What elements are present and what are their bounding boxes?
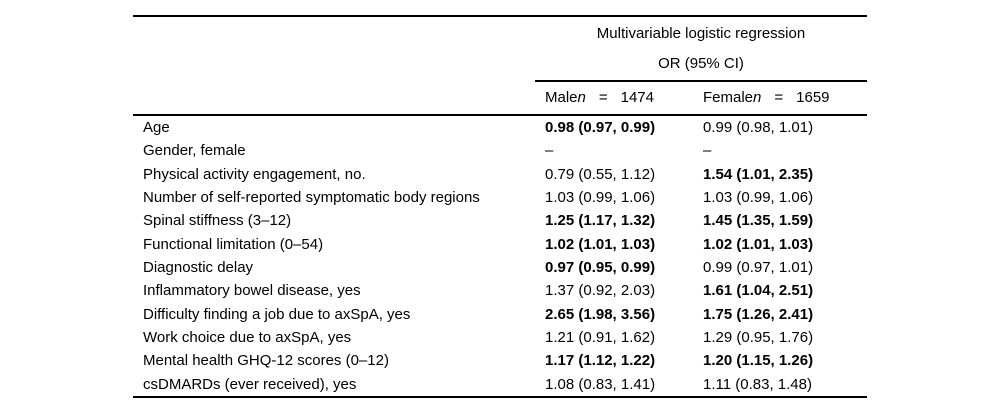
female-or-value: 1.11 (0.83, 1.48): [703, 375, 812, 393]
row-variable-label: Work choice due to axSpA, yes: [143, 328, 352, 346]
female-or-value: 0.99 (0.97, 1.01): [703, 258, 814, 276]
row-variable-label: Gender, female: [143, 142, 246, 160]
column-spanner: Multivariable logistic regression OR (95…: [535, 17, 867, 82]
male-or-value: 1.08 (0.83, 1.41): [545, 375, 656, 393]
male-or-value: 1.17 (1.12, 1.22): [545, 352, 656, 370]
row-variable-label: Difficulty finding a job due to axSpA, y…: [143, 305, 411, 323]
spanner-subtitle: OR (95% CI): [658, 54, 744, 72]
female-or-value: 1.29 (0.95, 1.76): [703, 328, 814, 346]
table-row: Physical activity engagement, no. 0.79 (…: [133, 163, 867, 186]
female-sample-size: 1659: [796, 89, 830, 106]
row-variable-label: Number of self-reported symptomatic body…: [143, 188, 480, 206]
male-or-value: 0.98 (0.97, 0.99): [545, 119, 656, 136]
table-row: Difficulty finding a job due to axSpA, y…: [133, 303, 867, 326]
table-row: Gender, female – –: [133, 139, 867, 162]
table-row: Mental health GHQ-12 scores (0–12) 1.17 …: [133, 349, 867, 372]
spanner-title: Multivariable logistic regression: [596, 24, 806, 42]
male-or-value: 1.21 (0.91, 1.62): [545, 328, 656, 346]
female-or-value: 1.20 (1.15, 1.26): [703, 352, 814, 370]
row-variable-label: Physical activity engagement, no.: [143, 165, 366, 183]
column-header-male: Malen = 1474: [545, 89, 703, 106]
spanner-underline-rule: [535, 79, 867, 82]
female-or-value: 1.61 (1.04, 2.51): [703, 282, 814, 300]
male-equals-sign: =: [598, 89, 608, 106]
male-sample-size: 1474: [620, 89, 654, 106]
female-or-value: 1.75 (1.26, 2.41): [703, 305, 814, 323]
female-equals-sign: =: [774, 89, 784, 106]
male-or-value: 0.97 (0.95, 0.99): [545, 258, 656, 276]
female-or-value: 0.99 (0.98, 1.01): [703, 119, 814, 136]
column-header-female: Femalen = 1659: [703, 89, 867, 106]
table-row: csDMARDs (ever received), yes 1.08 (0.83…: [133, 373, 867, 396]
female-or-value: 1.54 (1.01, 2.35): [703, 165, 814, 183]
table-row: Work choice due to axSpA, yes 1.21 (0.91…: [133, 326, 867, 349]
row-variable-label: Functional limitation (0–54): [143, 235, 324, 253]
male-n-symbol: n: [577, 89, 586, 106]
male-or-value: 1.03 (0.99, 1.06): [545, 188, 656, 206]
table-row: Functional limitation (0–54) 1.02 (1.01,…: [133, 233, 867, 256]
male-or-value: –: [545, 142, 554, 160]
row-variable-label: csDMARDs (ever received), yes: [143, 375, 357, 393]
row-variable-label: Diagnostic delay: [143, 258, 254, 276]
female-or-value: –: [703, 142, 712, 160]
male-or-value: 2.65 (1.98, 3.56): [545, 305, 656, 323]
table-row: Age 0.98 (0.97, 0.99) 0.99 (0.98, 1.01): [133, 116, 867, 139]
row-variable-label: Age: [143, 119, 170, 136]
male-or-value: 0.79 (0.55, 1.12): [545, 165, 656, 183]
female-column-label: Female: [703, 89, 754, 106]
table-top-rule: [133, 15, 867, 17]
row-variable-label: Spinal stiffness (3–12): [143, 212, 292, 230]
table-row: Diagnostic delay 0.97 (0.95, 0.99) 0.99 …: [133, 256, 867, 279]
male-or-value: 1.25 (1.17, 1.32): [545, 212, 656, 230]
male-column-label: Male: [545, 89, 578, 106]
header-bottom-rule: [133, 113, 867, 116]
row-variable-label: Mental health GHQ-12 scores (0–12): [143, 352, 389, 370]
table-bottom-rule: [133, 395, 867, 398]
female-or-value: 1.02 (1.01, 1.03): [703, 235, 814, 253]
male-or-value: 1.02 (1.01, 1.03): [545, 235, 656, 253]
table-body: Age 0.98 (0.97, 0.99) 0.99 (0.98, 1.01) …: [133, 116, 867, 396]
row-variable-label: Inflammatory bowel disease, yes: [143, 282, 361, 300]
female-n-symbol: n: [753, 89, 762, 106]
female-or-value: 1.03 (0.99, 1.06): [703, 188, 814, 206]
table-row: Spinal stiffness (3–12) 1.25 (1.17, 1.32…: [133, 209, 867, 232]
table-row: Inflammatory bowel disease, yes 1.37 (0.…: [133, 279, 867, 302]
column-header-row: Malen = 1474 Femalen = 1659: [133, 82, 867, 114]
female-or-value: 1.45 (1.35, 1.59): [703, 212, 814, 230]
regression-table: Multivariable logistic regression OR (95…: [133, 15, 867, 398]
male-or-value: 1.37 (0.92, 2.03): [545, 282, 656, 300]
table-row: Number of self-reported symptomatic body…: [133, 186, 867, 209]
